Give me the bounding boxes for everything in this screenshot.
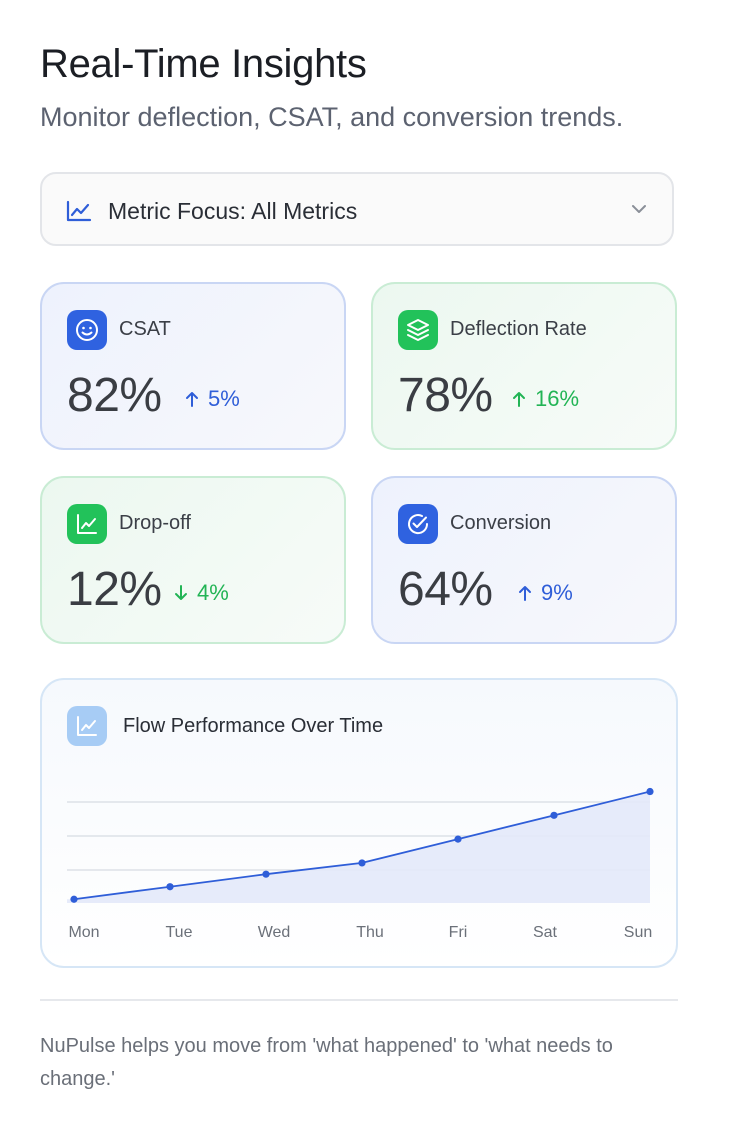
trend-chart-icon — [67, 706, 107, 746]
metric-delta-value: 5% — [208, 386, 240, 411]
metric-focus-label: Metric Focus: All Metrics — [108, 198, 358, 224]
arrow-up-icon — [519, 586, 531, 601]
data-point — [358, 859, 366, 867]
x-tick-label: Wed — [258, 924, 291, 941]
x-tick-label: Tue — [166, 924, 193, 941]
metric-delta-value: 16% — [535, 386, 580, 411]
smiley-icon — [67, 310, 107, 350]
page-subtitle: Monitor deflection, CSAT, and conversion… — [40, 102, 624, 132]
metric-value: 64% — [398, 563, 493, 616]
data-point — [166, 883, 174, 891]
arrow-up-icon — [513, 392, 525, 407]
check-circle-icon — [398, 504, 438, 544]
metric-delta: 5% — [184, 386, 240, 412]
metric-delta: 9% — [517, 580, 573, 606]
metric-label: Conversion — [450, 512, 552, 534]
flow-performance-chart: Mon Tue Wed Thu Fri Sat Sun — [67, 787, 654, 941]
data-point — [550, 811, 558, 819]
metric-value: 82% — [67, 369, 162, 422]
x-tick-label: Thu — [356, 924, 384, 941]
metric-delta: 16% — [511, 386, 579, 412]
data-point — [454, 835, 462, 843]
metric-card-drop-off[interactable]: Drop-off 12% 4% — [40, 476, 346, 644]
layers-icon — [398, 310, 438, 350]
arrow-down-icon — [175, 585, 187, 600]
arrow-up-icon — [186, 392, 198, 407]
chevron-down-icon — [632, 205, 646, 213]
data-point — [646, 787, 654, 796]
x-tick-label: Mon — [68, 924, 99, 941]
data-point — [70, 895, 78, 903]
metric-value: 12% — [67, 563, 162, 616]
data-point — [262, 870, 270, 878]
metric-delta-value: 9% — [541, 580, 573, 605]
footer-text: NuPulse helps you move from 'what happen… — [40, 1035, 613, 1090]
metric-label: CSAT — [119, 318, 171, 340]
x-tick-label: Sun — [624, 924, 652, 941]
metric-card-conversion[interactable]: Conversion 64% 9% — [371, 476, 677, 644]
x-tick-label: Sat — [533, 924, 558, 941]
trend-chart-icon — [67, 504, 107, 544]
line-chart-icon — [66, 200, 92, 222]
page-title: Real-Time Insights — [40, 42, 367, 86]
metric-focus-dropdown[interactable]: Metric Focus: All Metrics — [40, 172, 674, 246]
metric-value: 78% — [398, 369, 493, 422]
chart-title: Flow Performance Over Time — [123, 715, 384, 737]
metric-card-csat[interactable]: CSAT 82% 5% — [40, 282, 346, 450]
series-area — [67, 791, 650, 903]
metric-label: Deflection Rate — [450, 318, 587, 340]
metric-delta-value: 4% — [197, 580, 229, 605]
x-tick-label: Fri — [449, 924, 468, 941]
flow-performance-card: Flow Performance Over Time Mon Tue Wed Thu F… — [40, 678, 678, 968]
divider — [40, 999, 678, 1001]
metric-label: Drop-off — [119, 512, 191, 534]
metric-delta: 4% — [173, 580, 229, 606]
metric-card-deflection-rate[interactable]: Deflection Rate 78% 16% — [371, 282, 677, 450]
